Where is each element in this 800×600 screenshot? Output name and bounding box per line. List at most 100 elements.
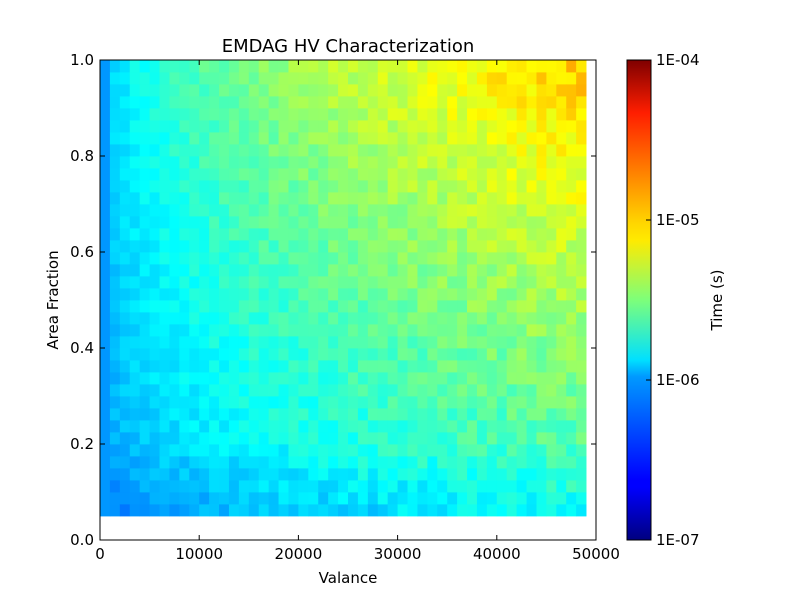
heatmap-cell <box>506 288 518 301</box>
heatmap-cell <box>367 132 379 145</box>
heatmap-cell <box>348 504 359 517</box>
heatmap-cell <box>536 120 547 133</box>
heatmap-cell <box>486 228 498 241</box>
heatmap-cell <box>536 60 547 73</box>
heatmap-cell <box>496 468 508 481</box>
heatmap-cell <box>139 432 150 445</box>
heatmap-cell <box>357 324 369 337</box>
heatmap-cell <box>209 456 220 469</box>
heatmap-cell <box>298 192 309 205</box>
heatmap-cell <box>179 324 190 337</box>
heatmap-cell <box>397 300 408 313</box>
heatmap-cell <box>556 96 567 109</box>
heatmap-cell <box>189 120 200 133</box>
heatmap-cell <box>407 492 418 505</box>
heatmap-cell <box>238 216 250 229</box>
heatmap-cell <box>100 180 111 193</box>
heatmap-cell <box>387 240 398 253</box>
heatmap-cell <box>219 408 230 421</box>
heatmap-cell <box>129 108 141 121</box>
heatmap-cell <box>179 72 190 85</box>
heatmap-cell <box>199 456 210 469</box>
heatmap-cell <box>546 168 557 181</box>
heatmap-cell <box>199 72 210 85</box>
heatmap-cell <box>268 144 279 157</box>
heatmap-cell <box>546 156 557 169</box>
heatmap-cell <box>486 120 498 133</box>
heatmap-cell <box>417 216 428 229</box>
heatmap-cell <box>357 84 369 97</box>
heatmap-cell <box>248 108 260 121</box>
heatmap-cell <box>278 336 289 349</box>
heatmap-cell <box>556 60 567 73</box>
heatmap-cell <box>536 132 547 145</box>
heatmap-cell <box>278 504 289 517</box>
heatmap-cell <box>506 60 518 73</box>
heatmap-cell <box>496 108 508 121</box>
heatmap-cell <box>100 120 111 133</box>
heatmap-cell <box>179 480 190 493</box>
heatmap-cell <box>318 480 329 493</box>
heatmap-cell <box>457 360 468 373</box>
x-tick-label: 50000 <box>572 545 620 563</box>
heatmap-cell <box>467 108 478 121</box>
heatmap-cell <box>476 72 488 85</box>
heatmap-cell <box>139 372 150 385</box>
y-tick-label: 0.2 <box>70 435 94 453</box>
heatmap-cell <box>288 108 299 121</box>
heatmap-cell <box>129 156 141 169</box>
heatmap-cell <box>496 60 508 73</box>
heatmap-cell <box>129 192 141 205</box>
heatmap-cell <box>228 84 240 97</box>
heatmap-cell <box>387 96 398 109</box>
heatmap-cell <box>486 180 498 193</box>
heatmap-cell <box>100 468 111 481</box>
heatmap-cell <box>407 192 418 205</box>
heatmap-cell <box>516 336 527 349</box>
heatmap-cell <box>109 420 121 433</box>
heatmap-cell <box>139 156 150 169</box>
heatmap-cell <box>546 336 557 349</box>
heatmap-cell <box>496 216 508 229</box>
heatmap-cell <box>199 468 210 481</box>
heatmap-cell <box>447 312 458 325</box>
heatmap-cell <box>308 72 319 85</box>
heatmap-cell <box>576 120 587 133</box>
heatmap-cell <box>397 492 408 505</box>
heatmap-cell <box>486 240 498 253</box>
heatmap-cell <box>268 204 279 217</box>
heatmap-cell <box>219 456 230 469</box>
plot-frame <box>99 59 597 541</box>
heatmap-cell <box>298 96 309 109</box>
heatmap-cell <box>268 108 279 121</box>
y-tick-label: 0.4 <box>70 339 94 357</box>
heatmap-cell <box>496 120 508 133</box>
heatmap-cell <box>328 204 339 217</box>
heatmap-cell <box>209 216 220 229</box>
heatmap-cell <box>387 468 398 481</box>
heatmap-cell <box>556 492 567 505</box>
heatmap-cell <box>387 168 398 181</box>
heatmap-cell <box>199 96 210 109</box>
heatmap-cell <box>308 180 319 193</box>
heatmap-cell <box>546 288 557 301</box>
heatmap-cell <box>437 60 448 73</box>
heatmap-cell <box>228 504 240 517</box>
heatmap-cell <box>278 60 289 73</box>
heatmap-cell <box>417 432 428 445</box>
heatmap-cell <box>467 168 478 181</box>
heatmap-cell <box>516 396 527 409</box>
heatmap-cell <box>209 180 220 193</box>
heatmap-cell <box>407 96 418 109</box>
heatmap-cell <box>278 264 289 277</box>
heatmap-cell <box>397 312 408 325</box>
heatmap-cell <box>397 84 408 97</box>
heatmap-cell <box>139 420 150 433</box>
heatmap-cell <box>318 492 329 505</box>
heatmap-cell <box>516 180 527 193</box>
heatmap-cell <box>338 192 349 205</box>
heatmap-cell <box>397 192 408 205</box>
heatmap-cell <box>258 300 270 313</box>
heatmap-cell <box>179 60 190 73</box>
heatmap-cell <box>219 60 230 73</box>
